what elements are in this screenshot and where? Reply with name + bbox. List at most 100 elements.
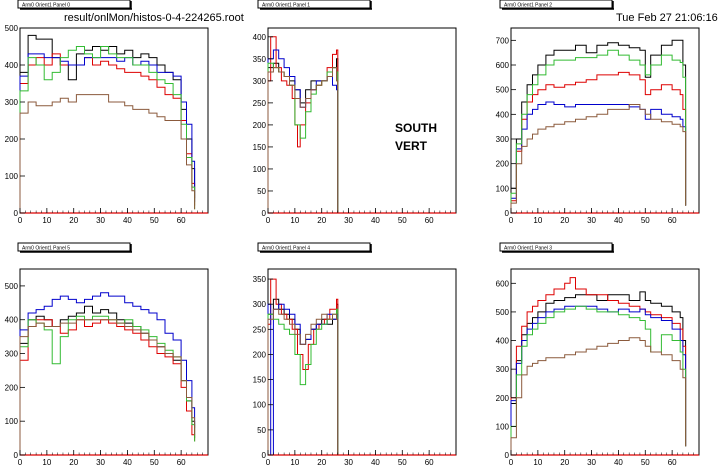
y-tick-label: 100 <box>253 401 267 410</box>
title-box-frame <box>499 0 613 9</box>
series-brown <box>19 94 196 213</box>
plot-frame <box>510 27 700 214</box>
y-tick-label: 100 <box>5 417 19 426</box>
series-brown <box>19 319 196 455</box>
y-tick-label: 250 <box>253 99 267 108</box>
y-tick-label: 300 <box>253 300 267 309</box>
series-blue <box>510 305 687 455</box>
y-tick-label: 200 <box>496 160 510 169</box>
file-path-label: result/onlMon/histos-0-4-224265.root <box>64 12 244 24</box>
y-tick-label: 200 <box>5 135 19 144</box>
x-tick-label: 50 <box>641 216 650 225</box>
x-tick-label: 20 <box>560 216 569 225</box>
panel-title: Arm0 Orient1 Panel 0 <box>22 3 70 9</box>
x-tick-label: 50 <box>641 458 650 467</box>
x-tick-label: 10 <box>533 458 542 467</box>
y-tick-label: 400 <box>496 337 510 346</box>
title-box-frame <box>17 242 131 252</box>
x-tick-label: 60 <box>177 458 186 467</box>
x-tick-label: 40 <box>123 458 132 467</box>
series-red <box>267 278 339 455</box>
x-tick-label: 0 <box>266 458 271 467</box>
y-tick-label: 200 <box>253 350 267 359</box>
series-red <box>510 277 687 455</box>
panel-title-box: Arm0 Orient1 Panel 4 <box>257 242 372 253</box>
y-tick-label: 350 <box>253 275 267 284</box>
series-green <box>267 62 339 213</box>
title-box-frame <box>499 242 613 252</box>
y-tick-label: 0 <box>14 209 19 218</box>
y-tick-label: 50 <box>257 426 266 435</box>
y-tick-label: 300 <box>5 98 19 107</box>
x-tick-label: 50 <box>398 216 407 225</box>
y-tick-label: 300 <box>5 350 19 359</box>
y-tick-label: 0 <box>505 209 510 218</box>
y-tick-label: 0 <box>262 209 267 218</box>
y-tick-label: 700 <box>496 36 510 45</box>
x-tick-label: 50 <box>150 458 159 467</box>
panel-title-box: Arm0 Orient1 Panel 2 <box>499 0 614 10</box>
y-tick-label: 150 <box>253 376 267 385</box>
overlay-text-vert: VERT <box>395 139 428 153</box>
x-tick-label: 0 <box>18 216 23 225</box>
timestamp-label: Tue Feb 27 21:06:16 2007 <box>616 12 721 24</box>
y-tick-label: 100 <box>253 165 267 174</box>
series-black <box>510 291 687 455</box>
y-tick-label: 500 <box>5 24 19 33</box>
series-green <box>267 308 339 455</box>
y-tick-label: 400 <box>5 61 19 70</box>
y-tick-label: 600 <box>496 61 510 70</box>
x-tick-label: 40 <box>614 458 623 467</box>
panel-3: Arm0 Orient1 Panel 5 0 100 200 300 400 500 0 10 2… <box>5 242 209 467</box>
series-blue <box>19 53 196 213</box>
x-tick-label: 60 <box>425 216 434 225</box>
x-tick-label: 40 <box>123 216 132 225</box>
y-tick-label: 150 <box>253 143 267 152</box>
panel-5: Arm0 Orient1 Panel 3 0 100 200 300 400 500 600 0… <box>496 242 700 467</box>
plot-frame <box>19 268 209 456</box>
x-tick-label: 10 <box>42 216 51 225</box>
x-tick-label: 10 <box>42 458 51 467</box>
x-tick-label: 30 <box>587 458 596 467</box>
x-tick-label: 30 <box>96 216 105 225</box>
x-tick-label: 50 <box>398 458 407 467</box>
series-green <box>19 315 196 455</box>
series-red <box>19 53 196 213</box>
x-tick-label: 60 <box>177 216 186 225</box>
panel-title-box: Arm0 Orient1 Panel 3 <box>499 242 614 253</box>
panel-4: Arm0 Orient1 Panel 405010015020025030035… <box>253 242 457 467</box>
y-tick-label: 200 <box>496 394 510 403</box>
x-tick-label: 30 <box>344 458 353 467</box>
y-tick-label: 200 <box>253 121 267 130</box>
panel-title: Arm0 Orient1 Panel 1 <box>262 3 310 9</box>
panel-0: Arm0 Orient1 Panel 0 0 100 200 300 400 500 0 10 2… <box>5 0 209 225</box>
plot-frame <box>267 268 457 456</box>
y-tick-label: 400 <box>5 316 19 325</box>
series-red <box>19 319 196 455</box>
x-tick-label: 20 <box>69 216 78 225</box>
panel-title-box: Arm0 Orient1 Panel 1 <box>257 0 372 10</box>
y-tick-label: 0 <box>262 451 267 460</box>
y-tick-label: 100 <box>496 184 510 193</box>
series-blue <box>19 292 196 455</box>
x-tick-label: 40 <box>614 216 623 225</box>
series-black <box>19 34 196 213</box>
series-brown <box>267 308 339 455</box>
x-tick-label: 60 <box>668 458 677 467</box>
x-tick-label: 50 <box>150 216 159 225</box>
y-tick-label: 100 <box>5 172 19 181</box>
y-tick-label: 500 <box>5 282 19 291</box>
y-tick-label: 350 <box>253 55 267 64</box>
x-tick-label: 40 <box>371 216 380 225</box>
panel-title-box: Arm0 Orient1 Panel 5 <box>17 242 132 253</box>
y-tick-label: 500 <box>496 86 510 95</box>
series-black <box>510 39 687 213</box>
series-blue <box>267 303 339 456</box>
y-tick-label: 300 <box>496 135 510 144</box>
x-tick-label: 0 <box>509 458 514 467</box>
title-box-frame <box>257 242 371 252</box>
y-tick-label: 600 <box>496 279 510 288</box>
x-tick-label: 20 <box>69 458 78 467</box>
x-tick-label: 10 <box>533 216 542 225</box>
series-brown <box>267 67 339 213</box>
